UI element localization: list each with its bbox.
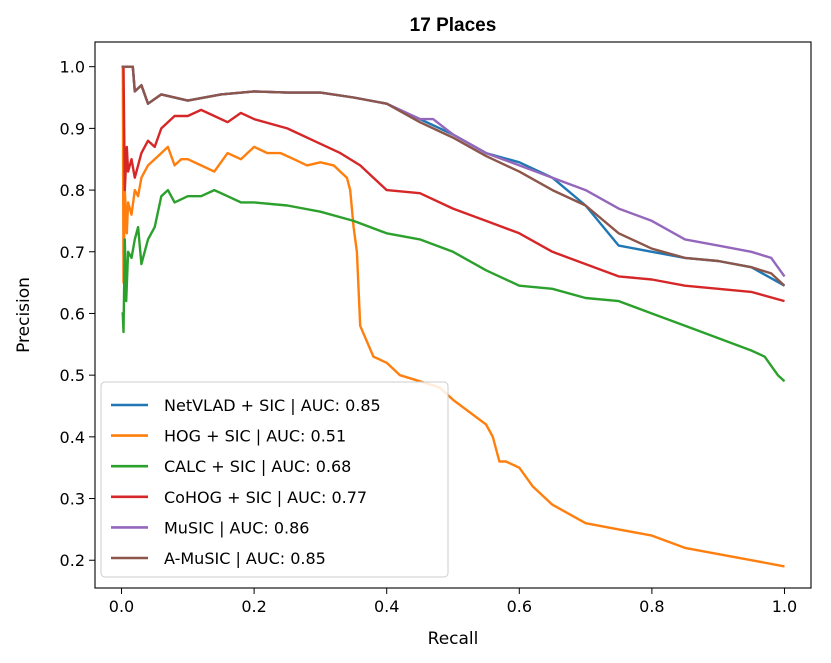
plot-frame [94, 41, 812, 589]
y-tick-label: 0.8 [60, 181, 85, 200]
y-tick-label: 0.3 [60, 490, 85, 509]
x-tick-label: 1.0 [772, 597, 797, 616]
x-tick-label: 0.2 [241, 597, 266, 616]
series-line-2 [121, 188, 786, 383]
series-line-1 [121, 65, 785, 568]
x-tick-label: 0.6 [507, 597, 532, 616]
legend-label-4: MuSIC | AUC: 0.86 [164, 518, 309, 537]
y-tick-label: 0.9 [60, 119, 85, 138]
y-tick-label: 1.0 [60, 58, 85, 77]
series-line-5 [121, 65, 786, 287]
legend-box [100, 381, 449, 578]
y-axis: 0.2 0.3 0.4 0.5 0.6 0.7 0.8 0.9 1.0 [60, 58, 95, 570]
legend-label-2: CALC + SIC | AUC: 0.68 [164, 457, 351, 476]
x-axis: 0.0 0.2 0.4 0.6 0.8 1.0 [109, 588, 797, 616]
x-tick-label: 0.8 [639, 597, 664, 616]
legend-label-0: NetVLAD + SIC | AUC: 0.85 [164, 396, 381, 415]
chart-title: 17 Places [410, 15, 497, 36]
series-layer [121, 65, 786, 568]
x-tick-label: 0.0 [109, 597, 134, 616]
y-tick-label: 0.7 [60, 243, 85, 262]
x-axis-label: Recall [428, 629, 479, 649]
legend-label-3: CoHOG + SIC | AUC: 0.77 [164, 488, 367, 507]
y-axis-label: Precision [14, 277, 34, 353]
y-tick-label: 0.6 [60, 304, 85, 323]
x-tick-label: 0.4 [374, 597, 399, 616]
y-tick-label: 0.2 [60, 551, 85, 570]
y-tick-label: 0.4 [60, 428, 85, 447]
legend: NetVLAD + SIC | AUC: 0.85 HOG + SIC | AUC… [100, 381, 449, 578]
legend-label-1: HOG + SIC | AUC: 0.51 [164, 427, 346, 446]
legend-label-5: A-MuSIC | AUC: 0.85 [164, 549, 326, 568]
y-tick-label: 0.5 [60, 366, 85, 385]
series-line-3 [121, 65, 785, 303]
